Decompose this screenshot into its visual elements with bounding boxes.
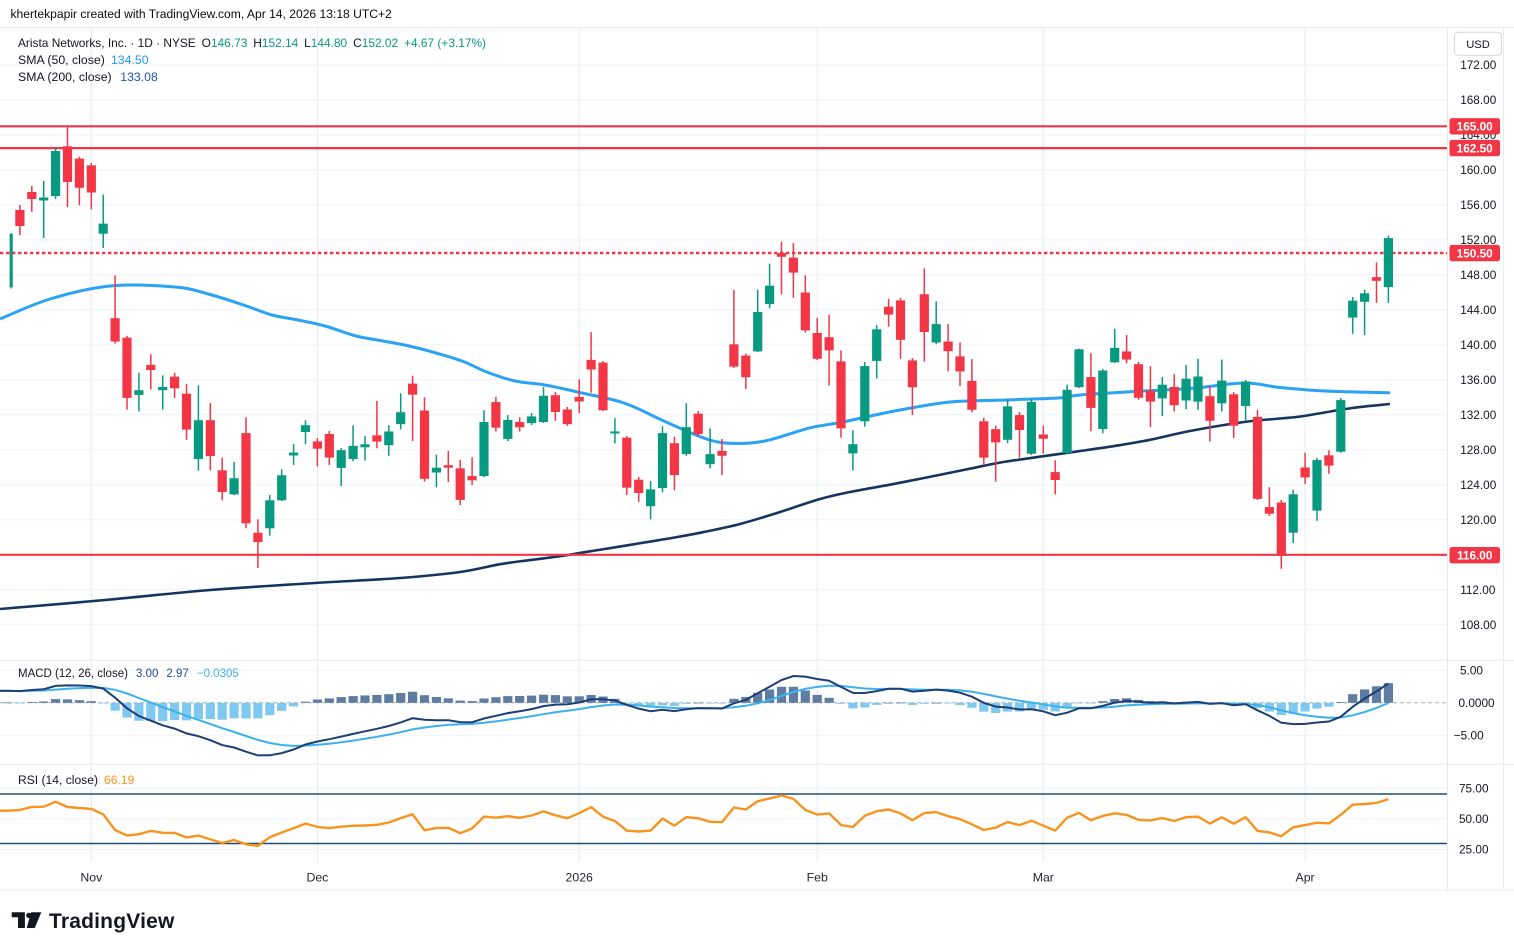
svg-text:165.00: 165.00 <box>1457 120 1494 134</box>
svg-text:148.00: 148.00 <box>1460 268 1497 282</box>
svg-text:152.00: 152.00 <box>1460 233 1497 247</box>
svg-text:124.00: 124.00 <box>1460 478 1497 492</box>
svg-text:128.00: 128.00 <box>1460 443 1497 457</box>
svg-text:150.50: 150.50 <box>1457 246 1494 260</box>
svg-text:USD: USD <box>1466 39 1490 51</box>
svg-text:140.00: 140.00 <box>1460 338 1497 352</box>
svg-text:50.00: 50.00 <box>1459 812 1489 826</box>
svg-text:Dec: Dec <box>306 870 328 884</box>
svg-text:144.00: 144.00 <box>1460 303 1497 317</box>
svg-text:Mar: Mar <box>1033 870 1054 884</box>
svg-text:0.0000: 0.0000 <box>1459 696 1496 710</box>
svg-text:120.00: 120.00 <box>1460 513 1497 527</box>
svg-text:116.00: 116.00 <box>1457 549 1493 563</box>
svg-text:Nov: Nov <box>80 870 103 884</box>
svg-text:168.00: 168.00 <box>1460 93 1497 107</box>
svg-text:160.00: 160.00 <box>1460 163 1497 177</box>
svg-text:162.50: 162.50 <box>1457 141 1494 155</box>
svg-text:108.00: 108.00 <box>1460 618 1497 632</box>
svg-text:2026: 2026 <box>566 870 594 884</box>
svg-text:Feb: Feb <box>807 870 828 884</box>
svg-text:5.00: 5.00 <box>1460 663 1483 677</box>
svg-text:156.00: 156.00 <box>1460 198 1497 212</box>
svg-text:112.00: 112.00 <box>1460 583 1496 597</box>
svg-text:75.00: 75.00 <box>1459 781 1489 795</box>
svg-text:TradingView: TradingView <box>49 910 175 933</box>
svg-text:172.00: 172.00 <box>1460 58 1497 72</box>
svg-text:132.00: 132.00 <box>1460 408 1497 422</box>
svg-text:25.00: 25.00 <box>1459 843 1489 857</box>
svg-text:Apr: Apr <box>1296 870 1315 884</box>
svg-text:−5.00: −5.00 <box>1454 729 1484 743</box>
svg-text:136.00: 136.00 <box>1460 373 1497 387</box>
